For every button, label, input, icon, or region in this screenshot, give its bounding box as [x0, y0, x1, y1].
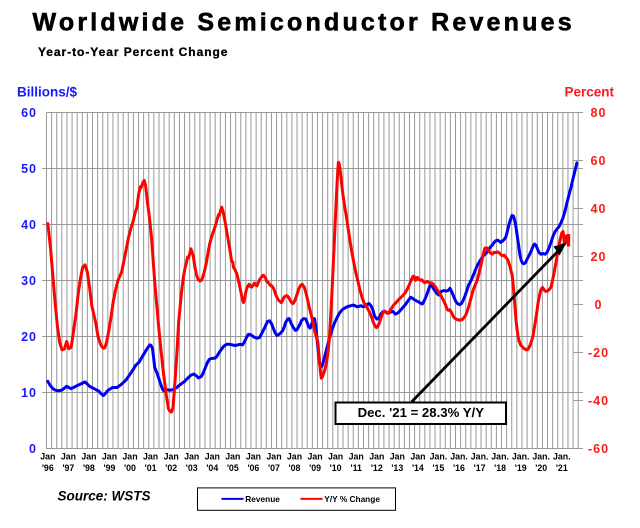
svg-text:-20: -20 — [588, 346, 609, 360]
svg-text:Jan: Jan — [143, 452, 158, 462]
svg-text:Jan: Jan — [184, 452, 199, 462]
svg-text:30: 30 — [21, 274, 37, 288]
svg-text:Billions/$: Billions/$ — [17, 85, 78, 100]
svg-text:'07: '07 — [268, 463, 280, 473]
svg-text:80: 80 — [591, 106, 607, 120]
svg-text:20: 20 — [21, 330, 37, 344]
svg-text:Jan: Jan — [81, 452, 96, 462]
svg-text:Jan: Jan — [328, 452, 343, 462]
svg-text:Jan: Jan — [61, 452, 76, 462]
svg-text:Jan.: Jan. — [553, 452, 571, 462]
svg-text:Year-to-Year Percent Change: Year-to-Year Percent Change — [38, 45, 228, 59]
svg-text:Jan: Jan — [102, 452, 117, 462]
svg-text:'21: '21 — [556, 463, 568, 473]
svg-text:'18: '18 — [494, 463, 506, 473]
svg-text:Jan.: Jan. — [512, 452, 530, 462]
svg-text:-40: -40 — [588, 394, 609, 408]
svg-text:Jan.: Jan. — [430, 452, 448, 462]
svg-text:0: 0 — [29, 442, 37, 456]
svg-text:'11: '11 — [350, 463, 361, 473]
svg-text:Jan.: Jan. — [450, 452, 468, 462]
svg-text:'08: '08 — [289, 463, 301, 473]
svg-text:Jan: Jan — [369, 452, 384, 462]
svg-text:Worldwide Semiconductor Revenu: Worldwide Semiconductor Revenues — [33, 9, 575, 37]
svg-text:0: 0 — [595, 298, 603, 312]
svg-text:60: 60 — [591, 154, 607, 168]
svg-text:Revenue: Revenue — [245, 494, 280, 504]
svg-text:'20: '20 — [535, 463, 547, 473]
svg-text:Jan: Jan — [287, 452, 302, 462]
svg-text:'01: '01 — [145, 463, 157, 473]
svg-text:Jan: Jan — [122, 452, 137, 462]
svg-text:Jan.: Jan. — [491, 452, 509, 462]
svg-text:Percent: Percent — [565, 85, 615, 100]
svg-text:60: 60 — [21, 106, 37, 120]
svg-text:Jan: Jan — [246, 452, 261, 462]
svg-text:Jan: Jan — [308, 452, 323, 462]
svg-text:50: 50 — [21, 162, 37, 176]
svg-text:Jan.: Jan. — [532, 452, 550, 462]
svg-text:'97: '97 — [62, 463, 74, 473]
svg-text:Jan: Jan — [205, 452, 220, 462]
svg-text:40: 40 — [21, 218, 37, 232]
svg-text:Jan: Jan — [349, 452, 364, 462]
svg-text:'19: '19 — [515, 463, 527, 473]
svg-text:Source: WSTS: Source: WSTS — [58, 489, 151, 504]
svg-text:'06: '06 — [247, 463, 259, 473]
svg-text:'02: '02 — [165, 463, 177, 473]
svg-text:Jan: Jan — [40, 452, 55, 462]
svg-text:10: 10 — [21, 386, 37, 400]
svg-text:Jan: Jan — [266, 452, 281, 462]
svg-text:40: 40 — [591, 202, 607, 216]
svg-text:'14: '14 — [412, 463, 424, 473]
svg-text:20: 20 — [591, 250, 607, 264]
svg-text:'99: '99 — [104, 463, 116, 473]
svg-text:'12: '12 — [371, 463, 383, 473]
svg-text:Y/Y % Change: Y/Y % Change — [324, 494, 380, 504]
svg-text:-60: -60 — [588, 442, 609, 456]
svg-text:'04: '04 — [206, 463, 218, 473]
svg-text:'00: '00 — [124, 463, 136, 473]
svg-text:'09: '09 — [309, 463, 321, 473]
svg-text:'16: '16 — [453, 463, 465, 473]
svg-text:Jan: Jan — [225, 452, 240, 462]
svg-text:'10: '10 — [330, 463, 342, 473]
svg-text:Jan: Jan — [164, 452, 179, 462]
svg-text:'13: '13 — [391, 463, 403, 473]
svg-text:Jan: Jan — [410, 452, 425, 462]
svg-text:'03: '03 — [186, 463, 198, 473]
svg-text:'15: '15 — [432, 463, 444, 473]
svg-text:'98: '98 — [83, 463, 95, 473]
svg-text:Jan: Jan — [390, 452, 405, 462]
svg-text:'17: '17 — [474, 463, 486, 473]
svg-text:Dec. '21 = 28.3% Y/Y: Dec. '21 = 28.3% Y/Y — [358, 405, 485, 420]
svg-text:'05: '05 — [227, 463, 239, 473]
svg-text:Jan.: Jan. — [471, 452, 489, 462]
svg-text:'96: '96 — [42, 463, 54, 473]
